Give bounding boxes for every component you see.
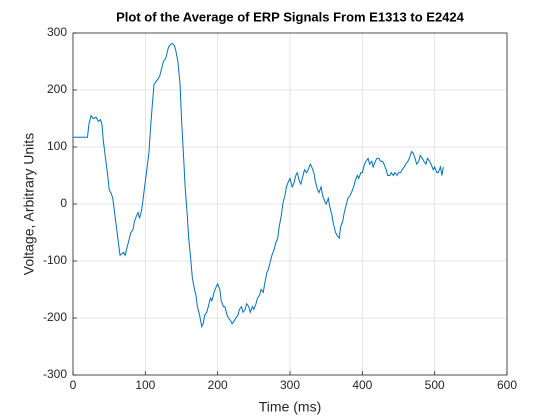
y-tick-label: 100 xyxy=(47,139,67,153)
y-axis-label: Voltage, Arbitrary Units xyxy=(21,133,37,275)
lines xyxy=(73,42,444,329)
y-tick-label: -200 xyxy=(43,310,67,324)
ticks: 0 100 200 300 400 500 600 -300 -200 -100 0 100 200 30… xyxy=(43,25,517,392)
y-tick-label: 200 xyxy=(47,82,67,96)
data-line xyxy=(73,42,444,329)
chart-title: Plot of the Average of ERP Signals From … xyxy=(116,9,465,24)
x-tick-label: 400 xyxy=(352,378,372,392)
y-tick-label: 300 xyxy=(47,25,67,39)
x-tick-label: 0 xyxy=(70,378,77,392)
x-tick-label: 200 xyxy=(208,378,228,392)
y-tick-label: -300 xyxy=(43,367,67,381)
x-tick-label: 600 xyxy=(497,378,517,392)
x-axis-label: Time (ms) xyxy=(259,399,321,415)
y-tick-label: 0 xyxy=(60,196,67,210)
x-tick-label: 500 xyxy=(425,378,445,392)
x-tick-label: 300 xyxy=(280,378,300,392)
x-tick-label: 100 xyxy=(135,378,155,392)
y-tick-label: -100 xyxy=(43,253,67,267)
